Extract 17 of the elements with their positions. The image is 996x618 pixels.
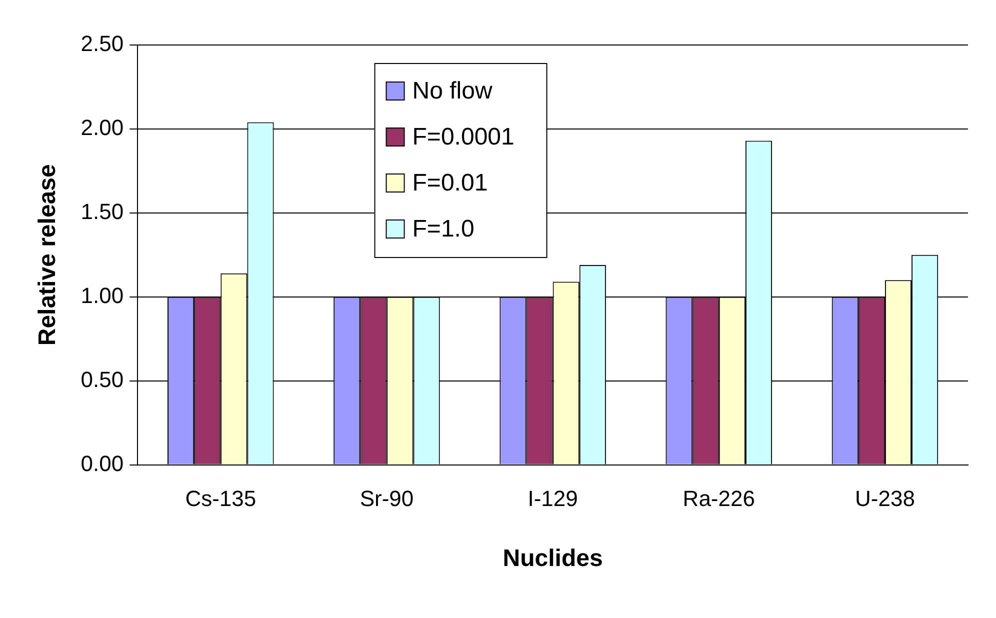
x-axis-title: Nuclides (502, 545, 603, 572)
x-tick-label: Ra-226 (682, 486, 755, 512)
x-tick-label: Cs-135 (185, 486, 256, 512)
y-axis-title: Relative release (34, 164, 62, 346)
y-tick-label: 2.50 (80, 31, 124, 56)
y-tick-label: 1.00 (80, 282, 124, 308)
legend-label: F=0.0001 (412, 124, 514, 151)
legend-label: No flow (412, 78, 493, 105)
y-tick-label: 0.00 (80, 450, 124, 476)
x-tick-label: Sr-90 (360, 486, 414, 512)
legend-label: F=1.0 (412, 216, 474, 243)
x-tick-label: I-129 (528, 486, 578, 512)
legend-label: F=0.01 (412, 170, 488, 197)
y-tick-label: 1.50 (80, 198, 124, 224)
y-tick-label: 0.50 (80, 366, 124, 392)
y-tick-label: 2.00 (80, 115, 124, 140)
x-tick-label: U-238 (855, 486, 915, 512)
